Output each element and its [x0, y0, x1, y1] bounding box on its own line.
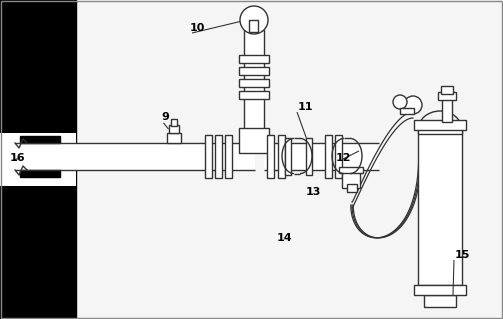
- Circle shape: [404, 96, 422, 114]
- Bar: [414, 285, 466, 295]
- Bar: [239, 128, 269, 153]
- Bar: [325, 135, 332, 178]
- Circle shape: [240, 6, 268, 34]
- Text: 16: 16: [10, 153, 26, 163]
- Bar: [20, 170, 60, 177]
- Text: 12: 12: [336, 153, 351, 163]
- Bar: [306, 138, 312, 175]
- Bar: [0, 133, 76, 186]
- Bar: [347, 184, 357, 192]
- Bar: [205, 135, 212, 178]
- Bar: [438, 92, 456, 100]
- Bar: [441, 86, 453, 94]
- Text: 15: 15: [454, 250, 470, 260]
- Text: 13: 13: [305, 187, 321, 197]
- Bar: [20, 136, 60, 143]
- Bar: [335, 135, 342, 178]
- Bar: [424, 295, 456, 307]
- Bar: [0, 0, 76, 319]
- Bar: [264, 143, 379, 170]
- Bar: [400, 108, 414, 114]
- Bar: [278, 135, 285, 178]
- Bar: [171, 119, 177, 126]
- Bar: [339, 167, 363, 173]
- Bar: [239, 79, 269, 87]
- Bar: [225, 135, 232, 178]
- Bar: [167, 133, 181, 143]
- Bar: [267, 135, 274, 178]
- Text: 14: 14: [277, 233, 293, 243]
- Text: 11: 11: [297, 102, 313, 112]
- Circle shape: [393, 95, 407, 109]
- Bar: [418, 126, 462, 134]
- Bar: [418, 130, 462, 285]
- Bar: [342, 170, 360, 188]
- Bar: [442, 98, 452, 122]
- Bar: [169, 125, 179, 133]
- Bar: [15, 143, 255, 170]
- Bar: [239, 55, 269, 63]
- Bar: [244, 30, 264, 143]
- Bar: [239, 91, 269, 99]
- Text: 9: 9: [161, 112, 169, 122]
- Bar: [249, 20, 258, 32]
- Bar: [239, 67, 269, 75]
- Text: 10: 10: [189, 23, 205, 33]
- Bar: [285, 138, 291, 175]
- Bar: [215, 135, 222, 178]
- Bar: [414, 120, 466, 130]
